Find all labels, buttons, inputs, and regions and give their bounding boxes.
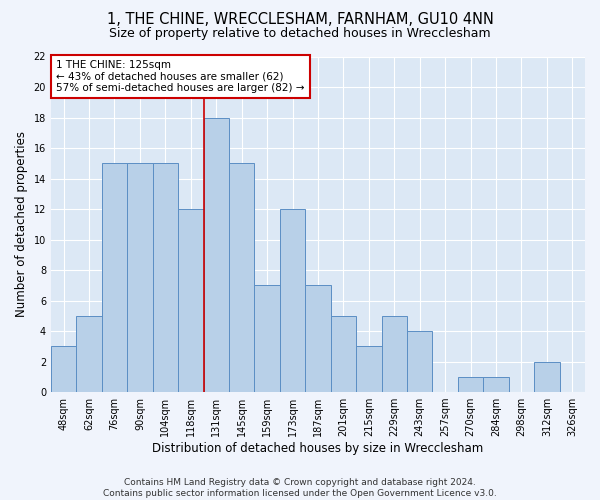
Text: 1 THE CHINE: 125sqm
← 43% of detached houses are smaller (62)
57% of semi-detach: 1 THE CHINE: 125sqm ← 43% of detached ho… [56,60,305,93]
X-axis label: Distribution of detached houses by size in Wrecclesham: Distribution of detached houses by size … [152,442,484,455]
Bar [203,118,229,392]
Bar [305,286,331,392]
Bar [356,346,382,392]
Bar [280,209,305,392]
Bar [483,377,509,392]
Text: 1, THE CHINE, WRECCLESHAM, FARNHAM, GU10 4NN: 1, THE CHINE, WRECCLESHAM, FARNHAM, GU10… [107,12,493,28]
Text: Size of property relative to detached houses in Wrecclesham: Size of property relative to detached ho… [109,28,491,40]
Bar [178,209,203,392]
Bar [127,164,152,392]
Bar [76,316,102,392]
Y-axis label: Number of detached properties: Number of detached properties [15,132,28,318]
Bar [102,164,127,392]
Bar [152,164,178,392]
Bar [534,362,560,392]
Bar [458,377,483,392]
Bar [407,331,433,392]
Bar [229,164,254,392]
Bar [254,286,280,392]
Bar [331,316,356,392]
Bar [382,316,407,392]
Text: Contains HM Land Registry data © Crown copyright and database right 2024.
Contai: Contains HM Land Registry data © Crown c… [103,478,497,498]
Bar [51,346,76,392]
